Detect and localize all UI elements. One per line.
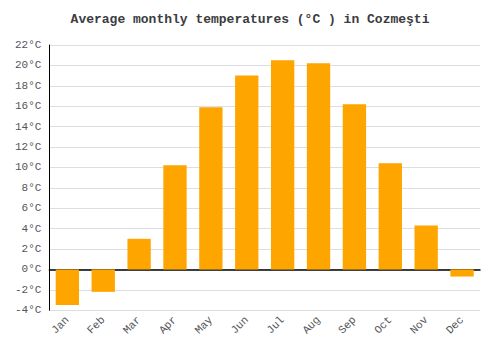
- svg-text:14°C: 14°C: [15, 121, 42, 133]
- svg-text:6°C: 6°C: [22, 202, 42, 214]
- svg-text:-4°C: -4°C: [15, 304, 42, 316]
- svg-text:20°C: 20°C: [15, 59, 42, 71]
- svg-text:Sep: Sep: [336, 314, 358, 336]
- svg-text:4°C: 4°C: [22, 223, 42, 235]
- svg-text:2°C: 2°C: [22, 243, 42, 255]
- svg-text:Jul: Jul: [264, 314, 286, 336]
- svg-text:-2°C: -2°C: [15, 284, 42, 296]
- svg-text:Jan: Jan: [49, 314, 71, 336]
- svg-text:Nov: Nov: [408, 314, 431, 337]
- svg-text:May: May: [193, 314, 216, 337]
- svg-text:16°C: 16°C: [15, 100, 42, 112]
- svg-text:Mar: Mar: [121, 314, 143, 336]
- svg-text:Jun: Jun: [229, 314, 251, 336]
- svg-text:18°C: 18°C: [15, 80, 42, 92]
- svg-text:Dec: Dec: [444, 314, 466, 336]
- svg-text:Oct: Oct: [372, 314, 394, 336]
- svg-text:22°C: 22°C: [15, 39, 42, 51]
- svg-text:Feb: Feb: [85, 314, 107, 336]
- svg-text:Average monthly temperatures (: Average monthly temperatures (°C ) in Co…: [71, 12, 430, 27]
- svg-text:Apr: Apr: [157, 314, 179, 336]
- svg-text:Aug: Aug: [300, 314, 322, 336]
- svg-text:12°C: 12°C: [15, 141, 42, 153]
- svg-text:0°C: 0°C: [22, 263, 42, 275]
- svg-text:8°C: 8°C: [22, 182, 42, 194]
- svg-text:10°C: 10°C: [15, 161, 42, 173]
